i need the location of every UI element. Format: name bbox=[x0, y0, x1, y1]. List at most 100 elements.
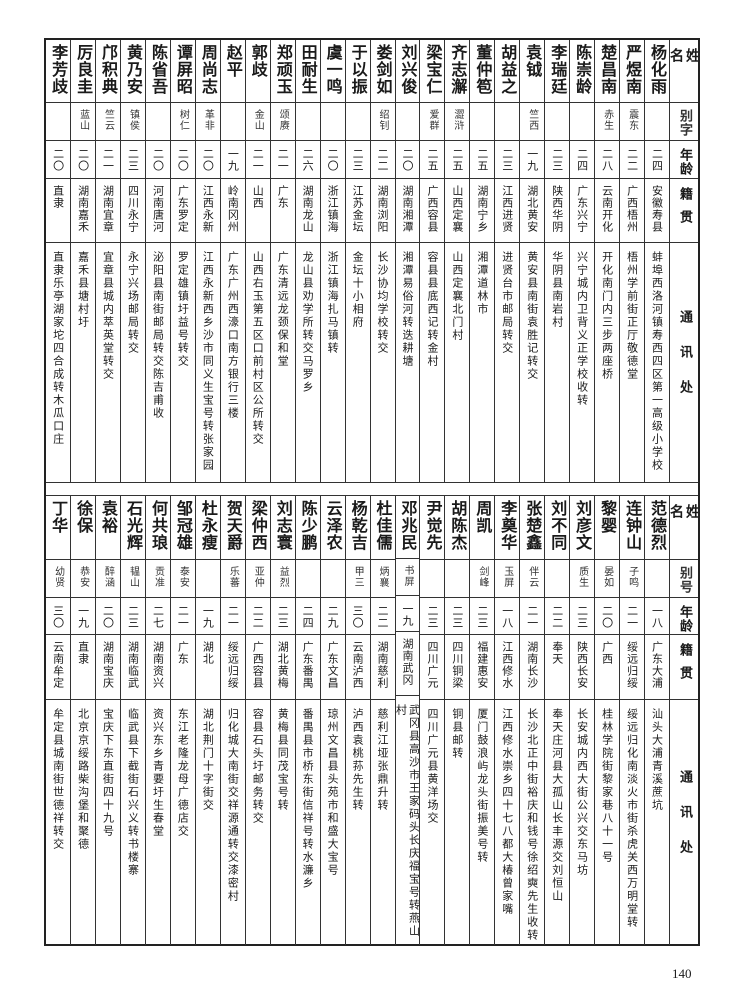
address-text: 蚌埠西洛河镇寿西四区第一高级小学校 bbox=[650, 251, 664, 472]
header-cell-name: 姓名 bbox=[670, 40, 698, 103]
person-record: 陈省吾 二〇 河南唐河 泌阳县南街邮局转交陈吉甫收 bbox=[144, 40, 170, 482]
alias-text: 震东 bbox=[626, 109, 638, 131]
origin-cell: 湖南宁乡 bbox=[470, 179, 495, 243]
person-record: 胡陈杰 二三 四川铜梁 铜县邮转 bbox=[444, 496, 470, 945]
origin-cell: 陕西华阴 bbox=[545, 179, 570, 243]
alias-cell: 乐蕃 bbox=[220, 560, 245, 598]
person-record: 刘不同 二二 奉天 奉天庄河县大孤山长丰源交刘恒山 bbox=[544, 496, 570, 945]
name-cell: 郭歧 bbox=[245, 40, 270, 103]
age-text: 一九 bbox=[400, 602, 414, 627]
person-record: 徐保 恭安 一九 直隶 北京京绥路柴沟堡和聚德 bbox=[70, 496, 96, 945]
name-text: 杜永瘦 bbox=[198, 500, 218, 551]
alias-cell: 镇侯 bbox=[121, 103, 145, 141]
address-text: 兴宁城内卫背义正学校收转 bbox=[575, 251, 589, 407]
age-cell: 一九 bbox=[71, 598, 96, 635]
origin-cell: 湖北 bbox=[195, 635, 220, 700]
name-cell: 邝积典 bbox=[96, 40, 121, 103]
alias-cell bbox=[345, 103, 370, 141]
address-text: 山西右玉第五区口前村区公所转交 bbox=[251, 251, 265, 446]
age-cell: 二九 bbox=[320, 598, 345, 635]
alias-cell: 玉屏 bbox=[495, 560, 520, 598]
age-text: 二一 bbox=[226, 605, 240, 629]
age-cell: 二一 bbox=[245, 141, 270, 179]
origin-text: 陕西长安 bbox=[575, 641, 589, 689]
origin-text: 云南泸西 bbox=[351, 641, 365, 689]
person-record: 云泽农 二九 广东文昌 琼州文昌县头苑市和盛大宝号 bbox=[319, 496, 345, 945]
roster-frame: 姓名 别字 年龄 籍贯 通讯处 杨化雨 二四 安徽寿县 蚌埠西洛河镇寿西四区第一高级小学校 严煜南… bbox=[44, 38, 700, 946]
age-text: 二三 bbox=[276, 605, 290, 629]
name-cell: 杜永瘦 bbox=[195, 496, 220, 560]
address-text: 泸西袁桃荪先生转 bbox=[351, 708, 365, 812]
address-cell: 开化南门内三步两座桥 bbox=[595, 243, 619, 482]
origin-text: 广东 bbox=[176, 641, 190, 665]
age-cell: 二一 bbox=[96, 141, 121, 179]
address-cell: 番禺县市桥东街信祥号转水濂乡 bbox=[296, 700, 320, 945]
address-cell: 浙江镇海扎马镇转 bbox=[321, 243, 345, 482]
name-text: 郑顽玉 bbox=[273, 44, 293, 95]
age-text: 二五 bbox=[450, 148, 464, 172]
name-cell: 李奠华 bbox=[495, 496, 520, 560]
header-cell-origin: 籍贯 bbox=[670, 179, 698, 243]
name-cell: 楚昌南 bbox=[595, 40, 620, 103]
alias-text: 绍钊 bbox=[377, 109, 389, 131]
alias-text: 韫山 bbox=[127, 566, 139, 588]
origin-cell: 直隶 bbox=[71, 635, 96, 700]
alias-text: 恭安 bbox=[77, 566, 89, 588]
age-cell: 二三 bbox=[570, 598, 595, 635]
age-text: 二四 bbox=[301, 605, 315, 629]
origin-text: 湖南浏阳 bbox=[376, 185, 390, 233]
address-text: 容县石头圩邮务转交 bbox=[251, 708, 265, 825]
name-text: 杨乾吉 bbox=[348, 500, 368, 551]
age-text: 一九 bbox=[226, 148, 240, 172]
origin-cell: 山西定襄 bbox=[445, 179, 470, 243]
address-text: 临武县下截街石兴义转书楼寨 bbox=[126, 708, 140, 877]
name-cell: 严煜南 bbox=[620, 40, 645, 103]
name-cell: 陈省吾 bbox=[145, 40, 170, 103]
address-cell: 琼州文昌县头苑市和盛大宝号 bbox=[321, 700, 345, 945]
name-cell: 何共琅 bbox=[145, 496, 170, 560]
address-text: 牟定县城南街世德祥转交 bbox=[51, 708, 65, 851]
address-cell: 宜章县城内萃英堂转交 bbox=[96, 243, 120, 482]
person-record: 齐志澥 澀浒 二五 山西定襄 山西定襄北门村 bbox=[444, 40, 470, 482]
age-text: 二五 bbox=[475, 148, 489, 172]
address-text: 武冈县高沙市王家码头长庆福宝号转燕山村 bbox=[395, 703, 420, 938]
age-cell: 二〇 bbox=[320, 141, 345, 179]
origin-cell: 广西 bbox=[595, 635, 620, 700]
origin-text: 广西容县 bbox=[425, 185, 439, 233]
origin-text: 湖南宝庆 bbox=[101, 641, 115, 689]
alias-cell: 颂赓 bbox=[270, 103, 295, 141]
alias-cell: 幼贤 bbox=[46, 560, 71, 598]
age-cell: 二四 bbox=[645, 141, 669, 179]
age-text: 二三 bbox=[351, 148, 365, 172]
header-cell-age: 年龄 bbox=[670, 598, 698, 635]
alias-cell: 革非 bbox=[195, 103, 220, 141]
name-text: 黄乃安 bbox=[124, 44, 143, 95]
origin-cell: 奉天 bbox=[545, 635, 570, 700]
age-cell: 二八 bbox=[595, 141, 620, 179]
alias-text: 革非 bbox=[202, 109, 214, 131]
person-record: 黎婴 晏如 二〇 广西 桂林学院街黎家巷八十一号 bbox=[594, 496, 620, 945]
header-label-name: 姓名 bbox=[670, 504, 698, 532]
origin-text: 绥远归绥 bbox=[625, 641, 639, 689]
header-cell-address: 通讯处 bbox=[670, 243, 698, 482]
name-text: 董仲笣 bbox=[473, 44, 493, 95]
origin-cell: 江西修水 bbox=[495, 635, 520, 700]
origin-cell: 湖南宜章 bbox=[96, 179, 121, 243]
header-label-name: 姓名 bbox=[670, 48, 698, 76]
address-text: 东江老隆龙母广德店交 bbox=[176, 708, 190, 838]
name-text: 石光辉 bbox=[124, 500, 143, 551]
origin-text: 广东大浦 bbox=[650, 641, 664, 689]
address-text: 江西修水崇乡四十七八都大椿曾家嘴 bbox=[500, 708, 514, 916]
alias-cell: 恭安 bbox=[71, 560, 96, 598]
name-text: 袁裕 bbox=[99, 500, 119, 534]
address-cell: 蚌埠西洛河镇寿西四区第一高级小学校 bbox=[645, 243, 669, 482]
name-text: 贺天爵 bbox=[223, 500, 243, 551]
address-cell: 嘉禾县塘村圩 bbox=[71, 243, 95, 482]
name-text: 于以振 bbox=[348, 44, 368, 95]
alias-cell: 质生 bbox=[570, 560, 595, 598]
address-cell: 湖北荆门十字街交 bbox=[196, 700, 220, 945]
address-cell: 归化城大南街交祥源通转交漆密村 bbox=[221, 700, 245, 945]
address-cell: 长安城内西大街公兴交东马坊 bbox=[570, 700, 594, 945]
person-record: 李芳歧 二〇 直隶 直隶乐亭湖家坨四合成转木瓜口庄 bbox=[46, 40, 71, 482]
origin-text: 广西梧州 bbox=[625, 185, 639, 233]
